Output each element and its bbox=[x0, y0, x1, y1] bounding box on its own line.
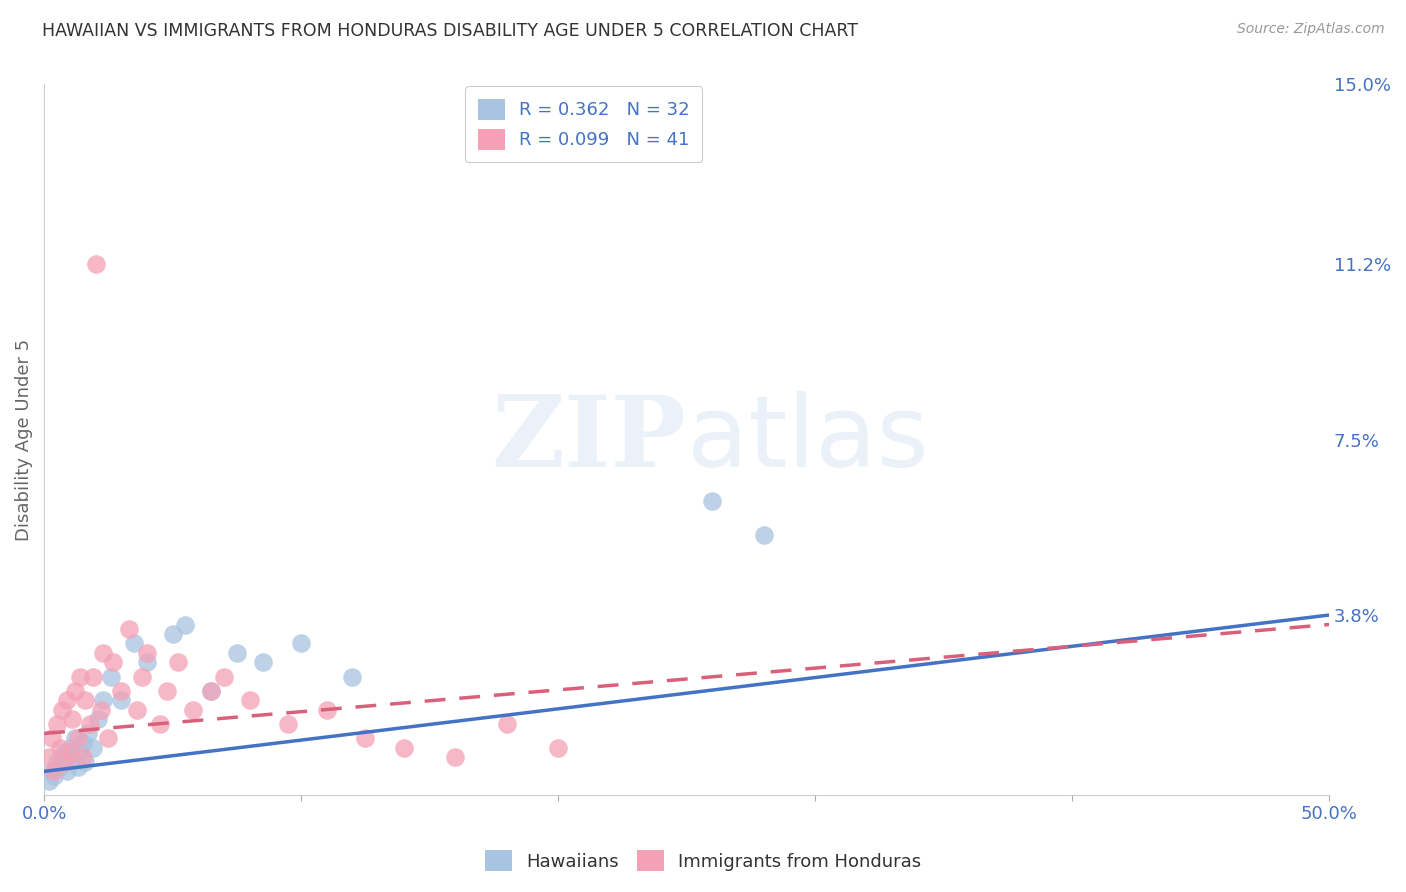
Point bbox=[495, 717, 517, 731]
Point bbox=[53, 755, 76, 769]
Point bbox=[76, 726, 98, 740]
Point bbox=[66, 731, 89, 746]
Point bbox=[125, 703, 148, 717]
Point bbox=[41, 731, 63, 746]
Point bbox=[752, 527, 775, 541]
Point bbox=[69, 746, 91, 760]
Point bbox=[547, 740, 569, 755]
Point bbox=[51, 750, 73, 764]
Text: atlas: atlas bbox=[686, 392, 928, 488]
Point bbox=[72, 750, 94, 764]
Point bbox=[212, 670, 235, 684]
Point bbox=[181, 703, 204, 717]
Point bbox=[225, 646, 247, 660]
Point bbox=[75, 693, 97, 707]
Point bbox=[87, 712, 110, 726]
Point bbox=[97, 731, 120, 746]
Point bbox=[131, 670, 153, 684]
Point bbox=[44, 764, 66, 779]
Point bbox=[48, 759, 70, 773]
Point bbox=[59, 746, 82, 760]
Point bbox=[51, 703, 73, 717]
Point bbox=[110, 683, 132, 698]
Point bbox=[38, 773, 60, 788]
Point bbox=[38, 750, 60, 764]
Point bbox=[72, 736, 94, 750]
Point bbox=[100, 670, 122, 684]
Point bbox=[56, 764, 79, 779]
Text: Source: ZipAtlas.com: Source: ZipAtlas.com bbox=[1237, 22, 1385, 37]
Point bbox=[156, 683, 179, 698]
Point bbox=[91, 693, 114, 707]
Legend: R = 0.362   N = 32, R = 0.099   N = 41: R = 0.362 N = 32, R = 0.099 N = 41 bbox=[465, 87, 703, 162]
Y-axis label: Disability Age Under 5: Disability Age Under 5 bbox=[15, 339, 32, 541]
Point bbox=[44, 769, 66, 783]
Point bbox=[135, 646, 157, 660]
Point bbox=[290, 636, 312, 650]
Point bbox=[702, 494, 724, 508]
Point bbox=[252, 656, 274, 670]
Point bbox=[84, 257, 107, 271]
Text: HAWAIIAN VS IMMIGRANTS FROM HONDURAS DISABILITY AGE UNDER 5 CORRELATION CHART: HAWAIIAN VS IMMIGRANTS FROM HONDURAS DIS… bbox=[42, 22, 858, 40]
Point bbox=[200, 683, 222, 698]
Point bbox=[48, 740, 70, 755]
Point bbox=[162, 627, 184, 641]
Point bbox=[174, 617, 197, 632]
Point bbox=[90, 703, 112, 717]
Point bbox=[354, 731, 377, 746]
Point bbox=[200, 683, 222, 698]
Point bbox=[63, 731, 86, 746]
Point bbox=[53, 746, 76, 760]
Text: ZIP: ZIP bbox=[492, 392, 686, 488]
Legend: Hawaiians, Immigrants from Honduras: Hawaiians, Immigrants from Honduras bbox=[478, 843, 928, 879]
Point bbox=[392, 740, 415, 755]
Point bbox=[69, 670, 91, 684]
Point bbox=[118, 622, 141, 636]
Point bbox=[444, 750, 467, 764]
Point bbox=[82, 670, 104, 684]
Point bbox=[149, 717, 172, 731]
Point bbox=[122, 636, 145, 650]
Point bbox=[59, 740, 82, 755]
Point bbox=[315, 703, 337, 717]
Point bbox=[135, 656, 157, 670]
Point bbox=[342, 670, 364, 684]
Point bbox=[60, 750, 83, 764]
Point bbox=[239, 693, 262, 707]
Point bbox=[79, 717, 101, 731]
Point bbox=[82, 740, 104, 755]
Point bbox=[277, 717, 299, 731]
Point bbox=[60, 712, 83, 726]
Point bbox=[66, 759, 89, 773]
Point bbox=[63, 683, 86, 698]
Point bbox=[166, 656, 188, 670]
Point bbox=[110, 693, 132, 707]
Point bbox=[41, 764, 63, 779]
Point bbox=[75, 755, 97, 769]
Point bbox=[103, 656, 125, 670]
Point bbox=[46, 717, 69, 731]
Point bbox=[91, 646, 114, 660]
Point bbox=[56, 693, 79, 707]
Point bbox=[46, 755, 69, 769]
